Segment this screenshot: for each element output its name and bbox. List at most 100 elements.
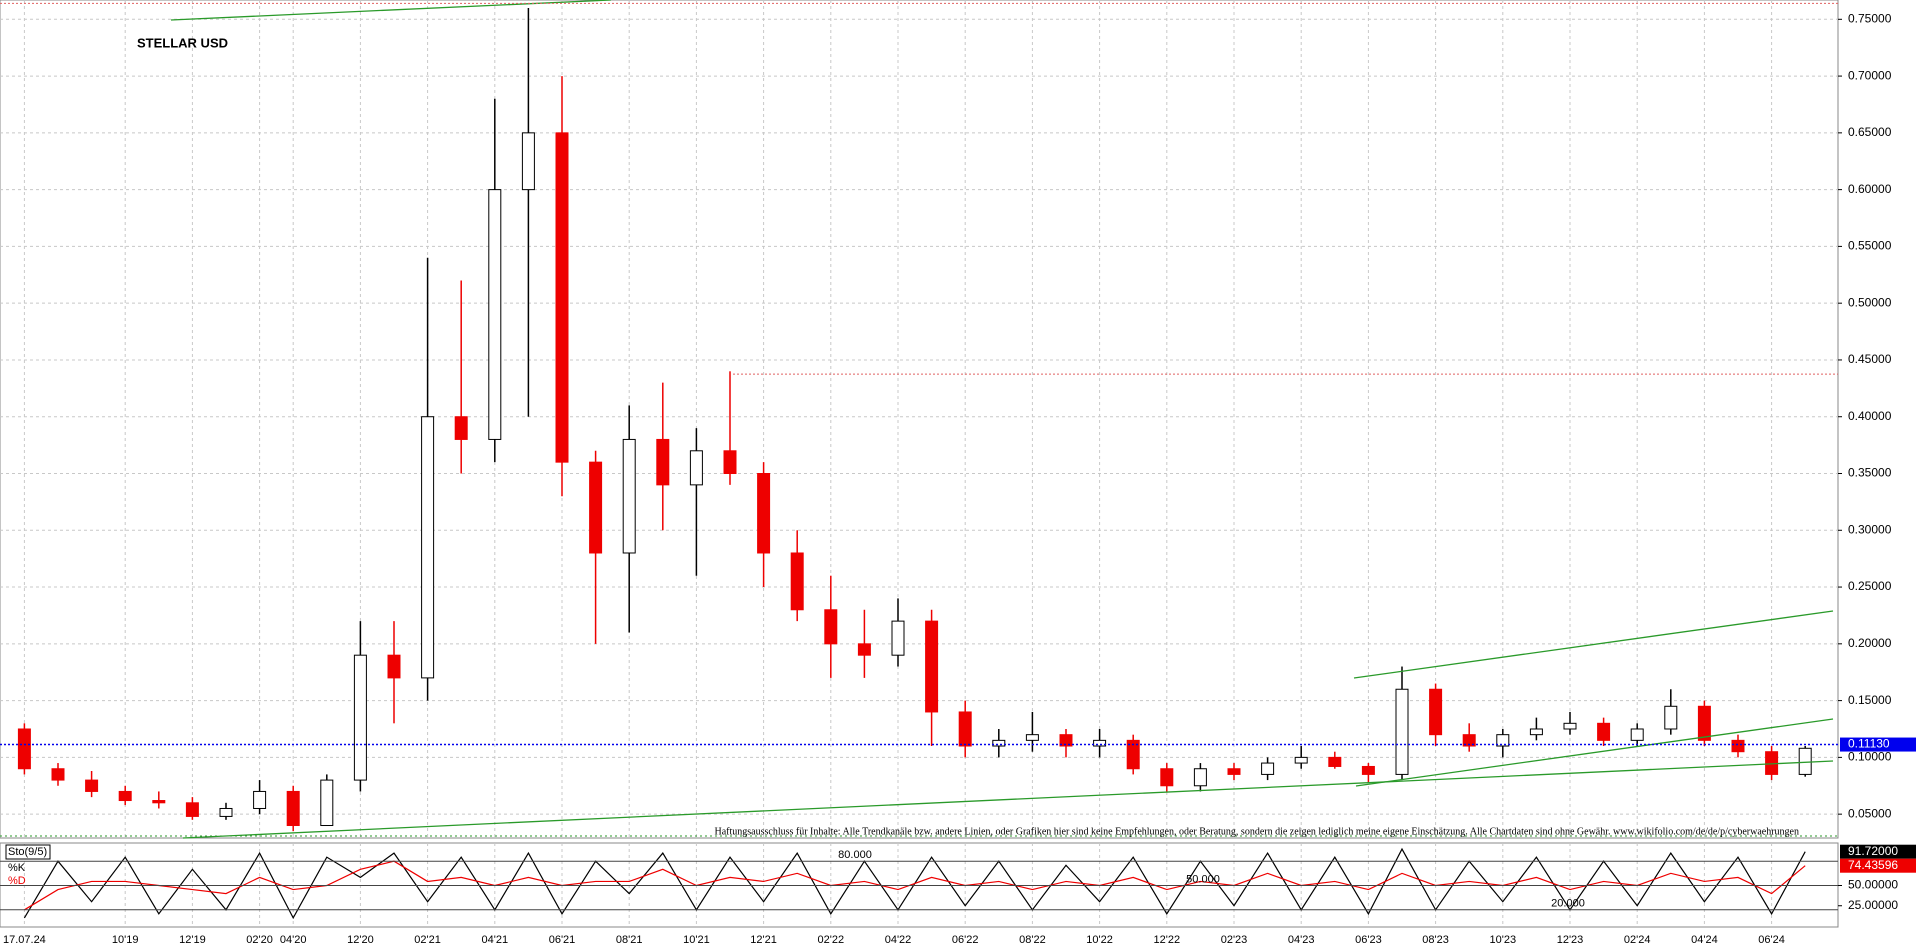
indicator-title: Sto(9/5) (8, 846, 47, 858)
x-tick-label: 08'22 (1019, 934, 1046, 946)
candle-body (891, 620, 905, 656)
x-tick-label: 08'21 (616, 934, 643, 946)
candle-body (118, 790, 132, 802)
legend-k: %K (8, 862, 26, 874)
last-value-box (1840, 844, 1916, 859)
candle-body (656, 438, 670, 486)
candle-body (1261, 762, 1275, 775)
trend-line (182, 760, 1834, 839)
candle-body (1529, 728, 1543, 736)
candle-body (1429, 688, 1443, 736)
stochastic-line (24, 860, 1806, 911)
grid (0, 0, 1838, 927)
x-tick-label: 08'23 (1422, 934, 1449, 946)
candle-body (17, 728, 31, 770)
y-tick-label: 0.45000 (1848, 352, 1892, 366)
y-tick-label: 0.40000 (1848, 409, 1892, 423)
candle-body (992, 739, 1006, 747)
x-tick-label: 02'23 (1221, 934, 1248, 946)
candle-body (51, 768, 65, 781)
candle-body (1563, 722, 1577, 730)
candle-body (1395, 688, 1409, 775)
y-tick-label: 0.25000 (1848, 579, 1892, 593)
candle-body (1160, 768, 1174, 787)
candle-body (253, 790, 267, 809)
y-tick-label: 0.75000 (1848, 11, 1892, 25)
indicator-box (5, 844, 51, 860)
x-tick-label: 04'20 (280, 934, 307, 946)
candle-body (723, 450, 737, 475)
y-tick-label: 0.15000 (1848, 693, 1892, 707)
candle-body (958, 711, 972, 747)
candle-body (320, 779, 334, 827)
candle-body (521, 132, 535, 191)
y-tick-label: 0.50000 (1848, 295, 1892, 309)
candle-body (1294, 756, 1308, 764)
y-tick-label: 25.00000 (1848, 898, 1898, 912)
candle-body (857, 643, 871, 656)
candle-body (555, 132, 569, 463)
level-label: 50.000 (1186, 873, 1220, 885)
candle-body (387, 654, 401, 679)
y-tick-label: 0.70000 (1848, 68, 1892, 82)
level-label: 20.000 (1551, 898, 1585, 910)
x-tick-label: 06'22 (952, 934, 979, 946)
candle-body (286, 790, 300, 827)
last-value-label: 74.43596 (1848, 858, 1898, 872)
candle-body (1697, 705, 1711, 741)
candle-body (152, 800, 166, 804)
candle-body (1630, 728, 1644, 741)
x-tick-label: 10'23 (1490, 934, 1517, 946)
y-tick-label: 0.20000 (1848, 636, 1892, 650)
candle-body (488, 189, 502, 440)
candle-body (589, 461, 603, 554)
trend-line (1353, 610, 1834, 679)
candle-body (421, 416, 435, 679)
x-tick-label: 06'21 (549, 934, 576, 946)
x-tick-label: 02'22 (818, 934, 845, 946)
marks (17, 7, 1812, 920)
candle-body (1496, 734, 1510, 747)
x-tick-label: 02'20 (246, 934, 273, 946)
y-tick-label: 0.60000 (1848, 182, 1892, 196)
x-tick-label: 12'23 (1557, 934, 1584, 946)
candle-body (1328, 756, 1342, 767)
y-tick-label: 0.10000 (1848, 750, 1892, 764)
current-price-box (1840, 737, 1916, 752)
x-tick-label: 10'21 (683, 934, 710, 946)
candle-body (454, 416, 468, 440)
legend-d: %D (8, 875, 26, 887)
x-tick-label: 04'21 (482, 934, 509, 946)
x-tick-label: 12'19 (179, 934, 206, 946)
last-value-label: 91.72000 (1848, 844, 1898, 858)
x-tick-label: 04'23 (1288, 934, 1315, 946)
y-tick-label: 0.05000 (1848, 806, 1892, 820)
candle-body (1731, 739, 1745, 753)
y-tick-label: 0.55000 (1848, 239, 1892, 253)
trend-line (1355, 718, 1834, 787)
candle-body (1361, 765, 1375, 775)
chart-title: STELLAR USD (137, 35, 228, 50)
candle-body (790, 552, 804, 611)
level-label: 80.000 (838, 849, 872, 861)
x-tick-label: 17.07.24 (3, 934, 46, 946)
price-panel (0, 0, 1839, 839)
current-price-label: 0.11130 (1848, 737, 1890, 751)
candle-body (1025, 734, 1039, 741)
last-value-box (1840, 858, 1916, 873)
x-tick-label: 12'21 (750, 934, 777, 946)
candle-body (1193, 768, 1207, 787)
x-tick-label: 06'24 (1758, 934, 1785, 946)
y-tick-label: 0.35000 (1848, 466, 1892, 480)
candle-body (824, 609, 838, 645)
candle-body (353, 654, 367, 781)
candle-body (1059, 734, 1073, 747)
candle-body (1664, 705, 1678, 730)
x-tick-label: 10'19 (112, 934, 139, 946)
x-tick-label: 02'21 (414, 934, 441, 946)
y-tick-label: 0.65000 (1848, 125, 1892, 139)
x-tick-label: 04'24 (1691, 934, 1718, 946)
x-tick-label: 04'22 (885, 934, 912, 946)
x-tick-label: 02'24 (1624, 934, 1651, 946)
